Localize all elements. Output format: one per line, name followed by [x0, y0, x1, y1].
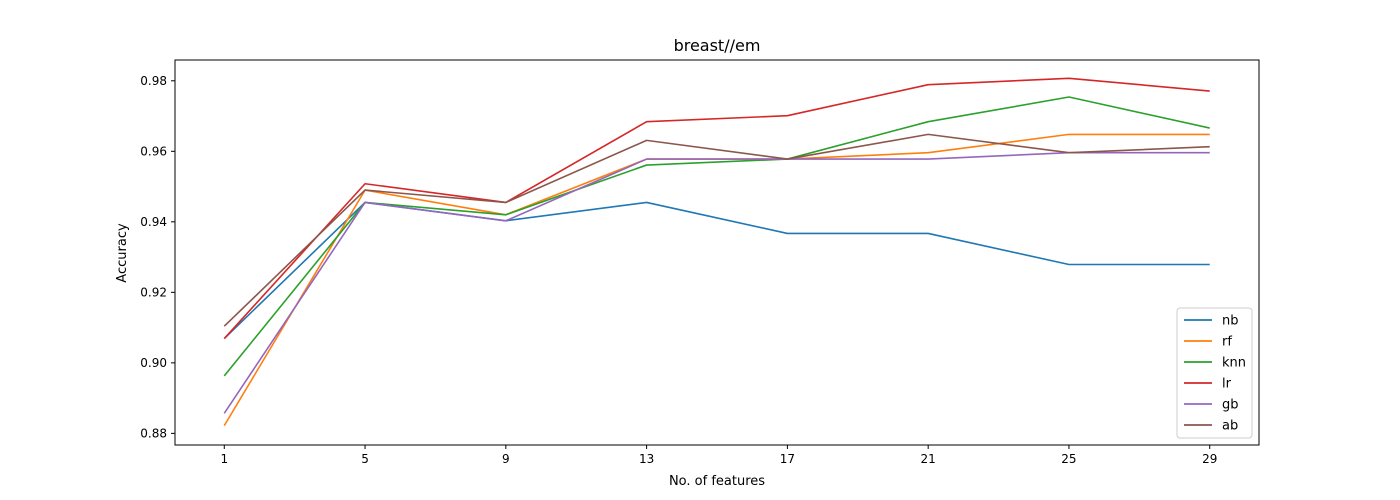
x-tick-label: 5 — [361, 452, 369, 466]
x-tick-label: 9 — [502, 452, 510, 466]
x-tick-label: 25 — [1061, 452, 1076, 466]
series-line-ab — [223, 133, 1210, 327]
plot-frame — [174, 59, 1260, 446]
legend: nb rf knn lr gb ab — [1176, 307, 1253, 439]
y-axis-label: Accuracy — [115, 223, 130, 283]
legend-label-ab: ab — [1222, 419, 1238, 434]
y-tick-label: 0.90 — [140, 356, 167, 370]
chart-title: breast//em — [674, 36, 761, 55]
series-line-gb — [223, 151, 1210, 414]
y-tick-label: 0.94 — [140, 215, 167, 229]
y-tick-label: 0.88 — [140, 426, 167, 440]
x-tick-label: 21 — [921, 452, 936, 466]
legend-label-knn: knn — [1222, 356, 1246, 371]
x-tick-label: 17 — [780, 452, 795, 466]
series-lines — [223, 77, 1210, 427]
x-tick-label: 13 — [639, 452, 654, 466]
legend-label-lr: lr — [1222, 377, 1232, 392]
series-line-lr — [223, 77, 1210, 340]
legend-label-gb: gb — [1222, 398, 1239, 413]
legend-label-nb: nb — [1222, 314, 1239, 329]
y-tick-label: 0.92 — [140, 285, 167, 299]
series-line-knn — [223, 96, 1210, 377]
y-axis-ticks: 0.88 0.90 0.92 0.94 0.96 0.98 — [140, 74, 175, 440]
y-tick-label: 0.98 — [140, 74, 167, 88]
legend-box — [1176, 307, 1253, 439]
x-tick-label: 29 — [1202, 452, 1217, 466]
x-tick-label: 1 — [220, 452, 228, 466]
legend-label-rf: rf — [1222, 335, 1232, 350]
x-axis-ticks: 1 5 9 13 17 21 25 29 — [220, 445, 1217, 466]
x-axis-label: No. of features — [669, 474, 765, 489]
y-tick-label: 0.96 — [140, 144, 167, 158]
